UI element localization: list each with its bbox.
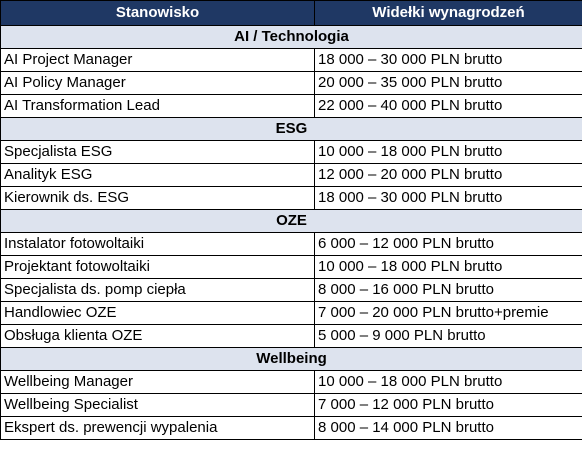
table-row: AI Project Manager 18 000 – 30 000 PLN br…: [0, 48, 582, 72]
salary-cell: 10 000 – 18 000 PLN brutto: [314, 255, 582, 279]
salary-cell: 8 000 – 14 000 PLN brutto: [314, 416, 582, 440]
salary-cell: 20 000 – 35 000 PLN brutto: [314, 71, 582, 95]
header-position: Stanowisko: [0, 0, 315, 26]
category-title: OZE: [0, 209, 582, 233]
position-cell: Instalator fotowoltaiki: [0, 232, 315, 256]
table-row: Ekspert ds. prewencji wypalenia 8 000 – 1…: [0, 416, 582, 440]
position-cell: Analityk ESG: [0, 163, 315, 187]
position-cell: AI Transformation Lead: [0, 94, 315, 118]
position-cell: Kierownik ds. ESG: [0, 186, 315, 210]
salary-cell: 5 000 – 9 000 PLN brutto: [314, 324, 582, 348]
table-row: Analityk ESG 12 000 – 20 000 PLN brutto: [0, 163, 582, 187]
position-cell: Specjalista ds. pomp ciepła: [0, 278, 315, 302]
table-row: Wellbeing Manager 10 000 – 18 000 PLN bru…: [0, 370, 582, 394]
table-row: Specjalista ds. pomp ciepła 8 000 – 16 00…: [0, 278, 582, 302]
header-row: Stanowisko Widełki wynagrodzeń: [0, 0, 582, 26]
table-row: Instalator fotowoltaiki 6 000 – 12 000 PL…: [0, 232, 582, 256]
table-body: AI / Technologia AI Project Manager 18 000…: [0, 25, 582, 440]
category-row: OZE: [0, 209, 582, 233]
salary-cell: 7 000 – 20 000 PLN brutto+premie: [314, 301, 582, 325]
table-row: Kierownik ds. ESG 18 000 – 30 000 PLN bru…: [0, 186, 582, 210]
position-cell: Projektant fotowoltaiki: [0, 255, 315, 279]
salary-cell: 22 000 – 40 000 PLN brutto: [314, 94, 582, 118]
salary-cell: 18 000 – 30 000 PLN brutto: [314, 186, 582, 210]
category-row: Wellbeing: [0, 347, 582, 371]
table-row: Handlowiec OZE 7 000 – 20 000 PLN brutto+…: [0, 301, 582, 325]
position-cell: Wellbeing Specialist: [0, 393, 315, 417]
position-cell: Handlowiec OZE: [0, 301, 315, 325]
category-title: ESG: [0, 117, 582, 141]
salary-cell: 8 000 – 16 000 PLN brutto: [314, 278, 582, 302]
salary-cell: 18 000 – 30 000 PLN brutto: [314, 48, 582, 72]
table-row: Obsługa klienta OZE 5 000 – 9 000 PLN bru…: [0, 324, 582, 348]
position-cell: AI Policy Manager: [0, 71, 315, 95]
salary-cell: 10 000 – 18 000 PLN brutto: [314, 370, 582, 394]
table-row: Specjalista ESG 10 000 – 18 000 PLN brutt…: [0, 140, 582, 164]
header-salary: Widełki wynagrodzeń: [314, 0, 582, 26]
category-title: Wellbeing: [0, 347, 582, 371]
position-cell: Obsługa klienta OZE: [0, 324, 315, 348]
salary-cell: 6 000 – 12 000 PLN brutto: [314, 232, 582, 256]
salary-table: Stanowisko Widełki wynagrodzeń AI / Tech…: [0, 0, 582, 440]
table-row: AI Policy Manager 20 000 – 35 000 PLN bru…: [0, 71, 582, 95]
salary-cell: 7 000 – 12 000 PLN brutto: [314, 393, 582, 417]
table-row: AI Transformation Lead 22 000 – 40 000 PL…: [0, 94, 582, 118]
position-cell: Specjalista ESG: [0, 140, 315, 164]
position-cell: AI Project Manager: [0, 48, 315, 72]
position-cell: Ekspert ds. prewencji wypalenia: [0, 416, 315, 440]
table-row: Projektant fotowoltaiki 10 000 – 18 000 P…: [0, 255, 582, 279]
salary-cell: 10 000 – 18 000 PLN brutto: [314, 140, 582, 164]
category-row: AI / Technologia: [0, 25, 582, 49]
salary-cell: 12 000 – 20 000 PLN brutto: [314, 163, 582, 187]
category-title: AI / Technologia: [0, 25, 582, 49]
category-row: ESG: [0, 117, 582, 141]
table-row: Wellbeing Specialist 7 000 – 12 000 PLN b…: [0, 393, 582, 417]
position-cell: Wellbeing Manager: [0, 370, 315, 394]
table-header: Stanowisko Widełki wynagrodzeń: [0, 0, 582, 26]
